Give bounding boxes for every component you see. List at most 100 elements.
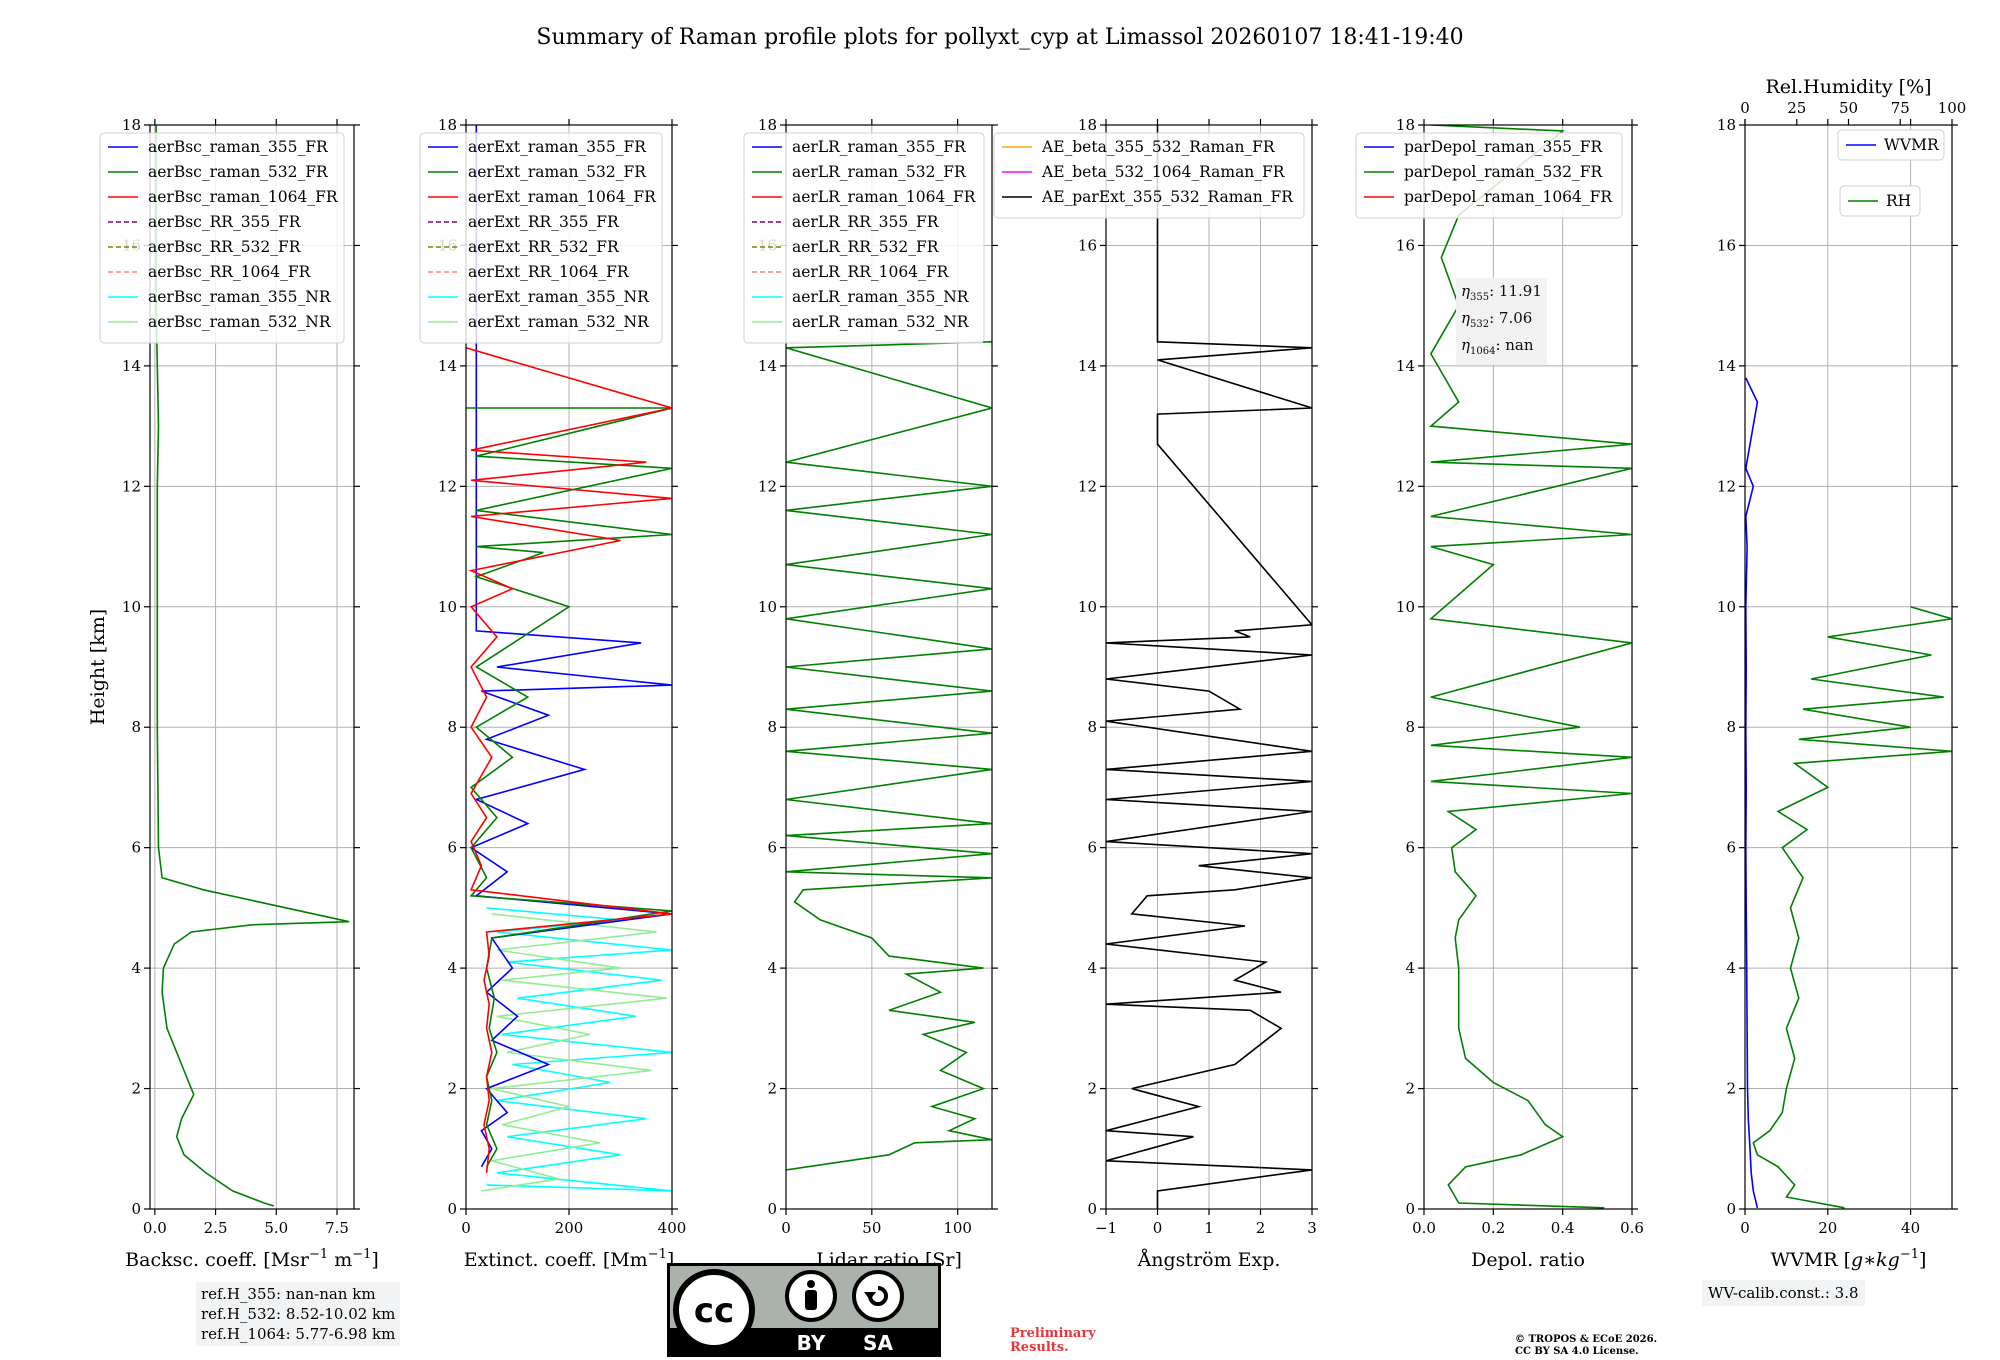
y-tick-label: 8 bbox=[1087, 718, 1097, 736]
legend-label: aerLR_RR_355_FR bbox=[792, 213, 940, 231]
x-tick-label: 0.0 bbox=[1412, 1219, 1436, 1237]
panel-wv: 0 20 40 0 2 4 6 8 10 12 14 16 18 WVMR [g∗kg−1] 0 25 50 75… bbox=[1717, 76, 1966, 1271]
y-tick-label: 14 bbox=[1078, 357, 1097, 375]
series-line-WVMR bbox=[1745, 377, 1759, 1208]
series-line-aerExt_raman_1064_FR bbox=[466, 347, 672, 1173]
y-tick-label: 2 bbox=[1405, 1080, 1415, 1098]
cc-by-sa-badge: cc BY SA bbox=[667, 1263, 941, 1357]
y-tick-label: 16 bbox=[1717, 236, 1736, 254]
y-tick-label: 2 bbox=[1087, 1080, 1097, 1098]
x-tick-label: 1 bbox=[1204, 1219, 1214, 1237]
x-tick-label: 3 bbox=[1307, 1219, 1317, 1237]
x-tick-label: 0.2 bbox=[1481, 1219, 1505, 1237]
legend-label: aerExt_raman_1064_FR bbox=[468, 188, 657, 206]
y-tick-label: 4 bbox=[1087, 959, 1097, 977]
legend-box bbox=[99, 132, 345, 344]
y-tick-label: 16 bbox=[1396, 236, 1415, 254]
legend-label: aerBsc_raman_532_NR bbox=[148, 313, 332, 331]
legend-label: AE_beta_532_1064_Raman_FR bbox=[1041, 163, 1286, 181]
series-line-aerExt_raman_355_FR bbox=[469, 125, 672, 1168]
legend-label: aerExt_RR_355_FR bbox=[468, 213, 620, 231]
legend-label: aerBsc_raman_532_FR bbox=[148, 163, 329, 181]
y-tick-label: 12 bbox=[122, 477, 141, 495]
x-tick-label: 2 bbox=[1256, 1219, 1266, 1237]
y-tick-label: 0 bbox=[1405, 1200, 1415, 1218]
copyright-note: © TROPOS & ECoE 2026. CC BY SA 4.0 Licens… bbox=[1515, 1334, 1658, 1357]
panel-lr: 050100024681012141618Lidar ratio [Sr]aer… bbox=[743, 116, 998, 1271]
x-tick-label: −1 bbox=[1095, 1219, 1117, 1237]
legend-label: aerExt_raman_532_FR bbox=[468, 163, 647, 181]
x-tick-label: 0 bbox=[1740, 1219, 1750, 1237]
legend-label: aerBsc_raman_355_FR bbox=[148, 138, 329, 156]
x-tick-label: 20 bbox=[1818, 1219, 1837, 1237]
top-x-tick-label: 75 bbox=[1891, 99, 1910, 117]
x-tick-label: 0 bbox=[781, 1219, 791, 1237]
x-tick-label: 0.0 bbox=[143, 1219, 167, 1237]
y-tick-label: 8 bbox=[447, 718, 457, 736]
sa-label: SA bbox=[863, 1331, 893, 1355]
plot-frame bbox=[1744, 124, 1953, 1210]
y-tick-label: 4 bbox=[447, 959, 457, 977]
y-tick-label: 8 bbox=[767, 718, 777, 736]
wv-calib-box: WV-calib.const.: 3.8 bbox=[1702, 1280, 1865, 1306]
panel-bsc: 0.02.55.07.5024681012141618Backsc. coeff… bbox=[87, 116, 379, 1271]
top-x-axis-label: Rel.Humidity [%] bbox=[1765, 76, 1931, 98]
y-tick-label: 12 bbox=[1078, 477, 1097, 495]
y-tick-label: 12 bbox=[758, 477, 777, 495]
legend-label: parDepol_raman_355_FR bbox=[1404, 138, 1604, 156]
y-tick-label: 14 bbox=[758, 357, 777, 375]
preliminary-note: Preliminary Results. bbox=[1010, 1326, 1096, 1355]
y-tick-label: 6 bbox=[1087, 839, 1097, 857]
legend-box bbox=[743, 132, 985, 344]
y-tick-label: 10 bbox=[1078, 598, 1097, 616]
legend-label: aerLR_raman_532_FR bbox=[792, 163, 967, 181]
y-tick-label: 0 bbox=[131, 1200, 141, 1218]
series-line-aerBsc_raman_532_FR bbox=[155, 125, 350, 1207]
legend-label: aerLR_raman_355_FR bbox=[792, 138, 967, 156]
legend-label: parDepol_raman_532_FR bbox=[1404, 163, 1604, 181]
top-x-tick-label: 25 bbox=[1787, 99, 1806, 117]
y-tick-label: 10 bbox=[758, 598, 777, 616]
top-x-tick-label: 0 bbox=[1740, 99, 1750, 117]
x-axis-label-ae: Ångström Exp. bbox=[1137, 1249, 1281, 1271]
legend-label: RH bbox=[1886, 192, 1911, 210]
y-tick-label: 18 bbox=[758, 116, 777, 134]
top-x-tick-label: 100 bbox=[1938, 99, 1967, 117]
refH-1064: ref.H_1064: 5.77-6.98 km bbox=[201, 1325, 396, 1343]
legend-label: aerBsc_raman_1064_FR bbox=[148, 188, 339, 206]
x-tick-label: 0 bbox=[461, 1219, 471, 1237]
series-line-parDepol_raman_532_FR bbox=[1428, 125, 1632, 1209]
y-tick-label: 0 bbox=[1087, 1200, 1097, 1218]
y-tick-label: 18 bbox=[1717, 116, 1736, 134]
legend-box bbox=[419, 132, 663, 344]
x-axis-label-ext: Extinct. coeff. [Mm−1] bbox=[464, 1247, 675, 1271]
series-line-AE_parExt_355_532_Raman_FR bbox=[1106, 125, 1312, 1209]
legend-label: WVMR bbox=[1884, 136, 1940, 154]
y-tick-label: 8 bbox=[1405, 718, 1415, 736]
y-tick-label: 12 bbox=[1396, 477, 1415, 495]
legend-label: aerExt_raman_355_NR bbox=[468, 288, 650, 306]
y-tick-label: 12 bbox=[1717, 477, 1736, 495]
y-tick-label: 0 bbox=[447, 1200, 457, 1218]
y-tick-label: 4 bbox=[131, 959, 141, 977]
legend-box bbox=[993, 132, 1305, 219]
eta-355-line: η355: 11.91 bbox=[1461, 282, 1542, 303]
refH-355: ref.H_355: nan-nan km bbox=[201, 1285, 376, 1303]
y-tick-label: 0 bbox=[767, 1200, 777, 1218]
y-tick-label: 14 bbox=[438, 357, 457, 375]
by-label: BY bbox=[797, 1331, 826, 1355]
x-tick-label: 40 bbox=[1901, 1219, 1920, 1237]
reference-height-box: ref.H_355: nan-nan km ref.H_532: 8.52-10.… bbox=[196, 1282, 401, 1346]
series-line-aerExt_raman_532_NR bbox=[481, 913, 667, 1192]
svg-text:cc: cc bbox=[694, 1291, 734, 1331]
y-tick-label: 6 bbox=[1405, 839, 1415, 857]
x-tick-label: 200 bbox=[555, 1219, 584, 1237]
y-tick-label: 2 bbox=[1726, 1080, 1736, 1098]
legend-label: aerLR_RR_1064_FR bbox=[792, 263, 950, 281]
legend-box bbox=[1839, 185, 1921, 217]
series-line-aerExt_raman_532_FR bbox=[466, 407, 672, 1168]
legend-label: aerBsc_raman_355_NR bbox=[148, 288, 332, 306]
y-tick-label: 10 bbox=[1396, 598, 1415, 616]
plot-frame bbox=[785, 124, 993, 1210]
y-tick-label: 18 bbox=[122, 116, 141, 134]
